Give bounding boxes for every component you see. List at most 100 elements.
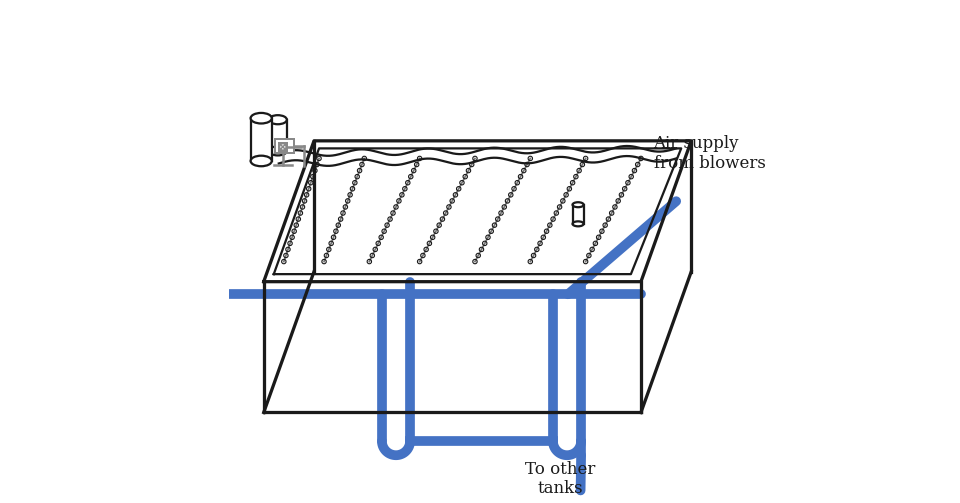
- Point: [412, 154, 427, 162]
- Point: [477, 239, 492, 247]
- Point: [519, 160, 535, 169]
- Point: [305, 173, 321, 181]
- Bar: [251, 118, 272, 161]
- Point: [611, 197, 626, 205]
- Point: [516, 166, 532, 175]
- Point: [484, 227, 499, 235]
- Point: [421, 239, 437, 247]
- Point: [435, 215, 450, 223]
- Point: [431, 221, 446, 229]
- Point: [416, 252, 431, 260]
- Ellipse shape: [251, 113, 272, 124]
- Ellipse shape: [251, 156, 272, 166]
- Point: [425, 233, 441, 241]
- Point: [295, 203, 310, 211]
- Point: [568, 173, 584, 181]
- Point: [627, 166, 642, 175]
- Point: [303, 179, 319, 187]
- Ellipse shape: [269, 115, 287, 124]
- Point: [412, 258, 427, 266]
- Point: [533, 239, 548, 247]
- Point: [284, 233, 300, 241]
- Point: [322, 245, 337, 254]
- Point: [506, 185, 521, 193]
- Point: [286, 227, 301, 235]
- Point: [379, 221, 395, 229]
- Point: [309, 160, 324, 169]
- Polygon shape: [264, 282, 641, 412]
- Point: [510, 179, 525, 187]
- Point: [500, 197, 516, 205]
- Point: [451, 185, 467, 193]
- Point: [324, 239, 339, 247]
- Point: [345, 185, 360, 193]
- Point: [282, 239, 298, 247]
- Point: [382, 215, 397, 223]
- Point: [385, 209, 400, 217]
- Point: [458, 173, 473, 181]
- Point: [468, 258, 483, 266]
- Point: [388, 203, 403, 211]
- Text: Air supply
from blowers: Air supply from blowers: [654, 135, 765, 172]
- Point: [395, 191, 410, 199]
- Ellipse shape: [572, 221, 584, 226]
- Point: [581, 252, 596, 260]
- Bar: [278, 143, 287, 151]
- Point: [539, 227, 554, 235]
- Point: [348, 179, 363, 187]
- Point: [454, 179, 469, 187]
- Point: [529, 245, 544, 254]
- Point: [536, 233, 551, 241]
- Point: [588, 239, 603, 247]
- Point: [549, 209, 564, 217]
- Point: [438, 209, 453, 217]
- Point: [490, 215, 505, 223]
- Point: [368, 245, 383, 254]
- Point: [617, 185, 633, 193]
- Point: [319, 252, 334, 260]
- Point: [299, 191, 314, 199]
- Point: [317, 258, 332, 266]
- Point: [623, 173, 638, 181]
- Polygon shape: [641, 141, 691, 412]
- Point: [620, 179, 636, 187]
- Point: [562, 185, 577, 193]
- Point: [307, 166, 323, 175]
- Point: [585, 245, 600, 254]
- Point: [604, 209, 619, 217]
- Point: [354, 160, 370, 169]
- Point: [365, 252, 380, 260]
- Point: [564, 179, 580, 187]
- Point: [630, 160, 645, 169]
- Point: [289, 221, 304, 229]
- Point: [555, 197, 570, 205]
- Point: [276, 258, 292, 266]
- Point: [343, 191, 358, 199]
- Point: [392, 197, 407, 205]
- Point: [601, 215, 616, 223]
- Point: [522, 154, 538, 162]
- Point: [522, 258, 538, 266]
- Point: [330, 221, 346, 229]
- Point: [575, 160, 590, 169]
- Point: [503, 191, 518, 199]
- Point: [325, 233, 341, 241]
- Point: [464, 160, 479, 169]
- Point: [444, 197, 460, 205]
- Point: [403, 173, 419, 181]
- Point: [442, 203, 457, 211]
- Point: [293, 209, 308, 217]
- Point: [594, 227, 610, 235]
- Point: [371, 239, 386, 247]
- Point: [591, 233, 607, 241]
- Point: [480, 233, 495, 241]
- Point: [297, 197, 312, 205]
- Point: [335, 209, 350, 217]
- Point: [578, 154, 593, 162]
- Point: [496, 203, 512, 211]
- Point: [608, 203, 623, 211]
- Point: [461, 166, 476, 175]
- Point: [301, 185, 317, 193]
- Point: [397, 185, 413, 193]
- Point: [373, 233, 389, 241]
